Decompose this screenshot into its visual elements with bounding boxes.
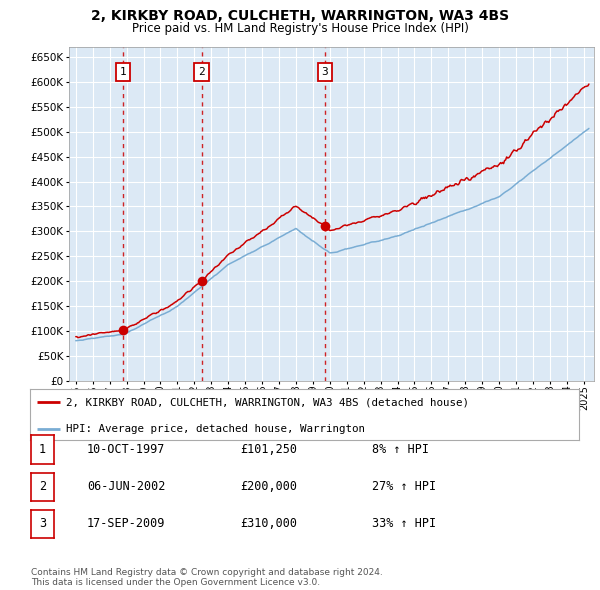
Text: 3: 3 [322,67,328,77]
Text: 8% ↑ HPI: 8% ↑ HPI [372,443,429,456]
Text: 27% ↑ HPI: 27% ↑ HPI [372,480,436,493]
Text: 06-JUN-2002: 06-JUN-2002 [87,480,166,493]
Text: £310,000: £310,000 [240,517,297,530]
Text: 3: 3 [39,517,46,530]
Text: 1: 1 [39,443,46,456]
Text: £200,000: £200,000 [240,480,297,493]
Text: Contains HM Land Registry data © Crown copyright and database right 2024.
This d: Contains HM Land Registry data © Crown c… [31,568,383,587]
Text: 2, KIRKBY ROAD, CULCHETH, WARRINGTON, WA3 4BS (detached house): 2, KIRKBY ROAD, CULCHETH, WARRINGTON, WA… [65,398,469,408]
Text: 10-OCT-1997: 10-OCT-1997 [87,443,166,456]
Text: 1: 1 [119,67,126,77]
Text: 2, KIRKBY ROAD, CULCHETH, WARRINGTON, WA3 4BS: 2, KIRKBY ROAD, CULCHETH, WARRINGTON, WA… [91,9,509,23]
Text: Price paid vs. HM Land Registry's House Price Index (HPI): Price paid vs. HM Land Registry's House … [131,22,469,35]
Text: HPI: Average price, detached house, Warrington: HPI: Average price, detached house, Warr… [65,424,365,434]
Text: 17-SEP-2009: 17-SEP-2009 [87,517,166,530]
Text: 2: 2 [39,480,46,493]
Text: 2: 2 [198,67,205,77]
Text: 33% ↑ HPI: 33% ↑ HPI [372,517,436,530]
Text: £101,250: £101,250 [240,443,297,456]
